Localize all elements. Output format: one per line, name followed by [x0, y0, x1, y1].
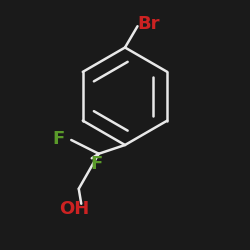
Text: Br: Br — [138, 15, 160, 33]
Text: F: F — [52, 130, 65, 148]
Text: OH: OH — [58, 200, 89, 218]
Text: F: F — [90, 155, 102, 173]
